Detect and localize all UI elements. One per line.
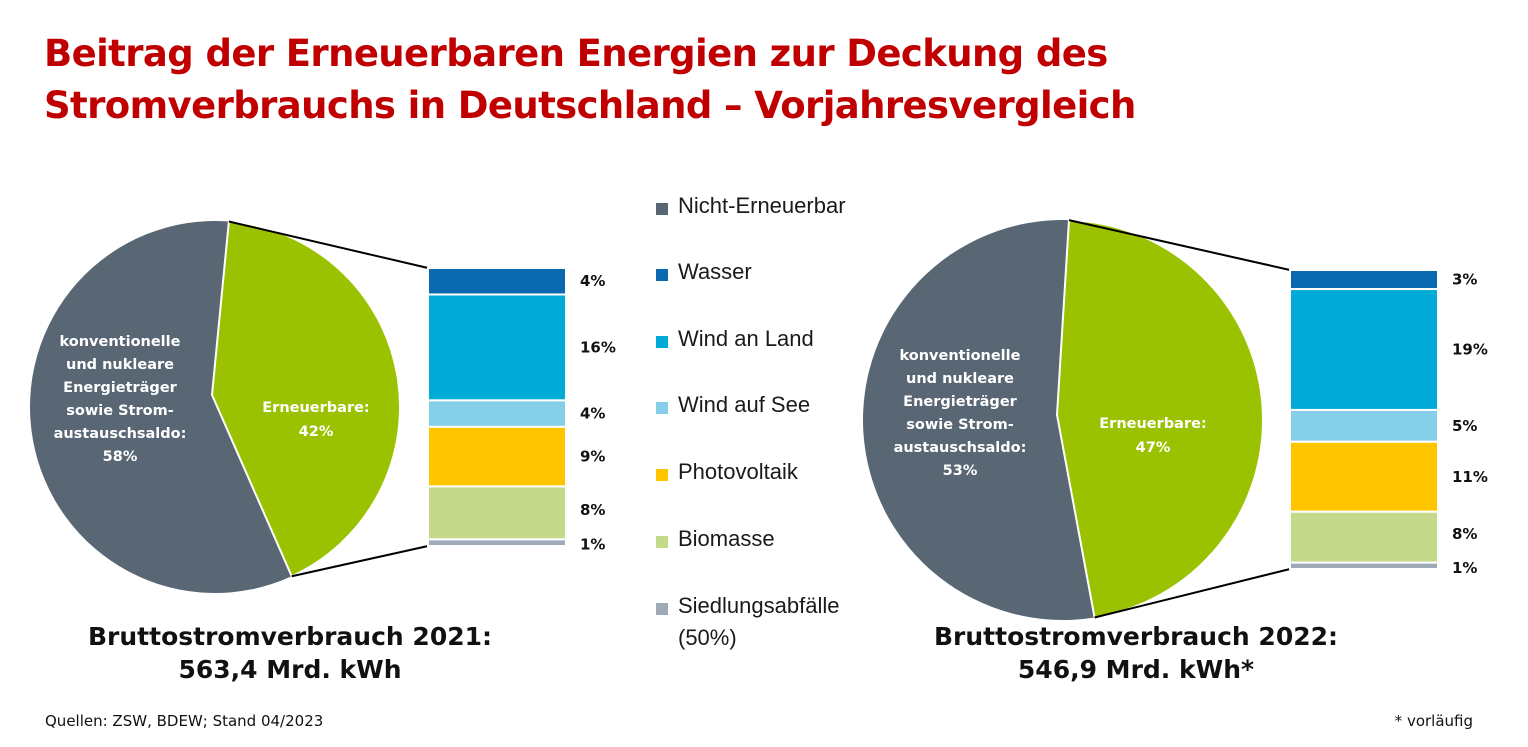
- legend-swatch: [656, 402, 668, 414]
- stacked-bar-segment-photovoltaik-2021: [427, 425, 567, 488]
- legend-label: Biomasse: [678, 526, 775, 551]
- stacked-bar-segment-photovoltaik-2022: [1289, 440, 1439, 513]
- legend-label: Wind auf See: [678, 392, 811, 417]
- pie-label-renewable-2021: Erneuerbare: 42%: [262, 400, 369, 440]
- caption-2021: Bruttostromverbrauch 2021: 563,4 Mrd. kW…: [30, 620, 550, 686]
- legend-label: Photovoltaik: [678, 459, 798, 484]
- pie-label-line: 53%: [943, 463, 978, 479]
- pie-label-conventional-2022: konventionelle und nukleare Energieträger s…: [894, 348, 1027, 479]
- pie-slice-conventional-2022: [863, 220, 1095, 620]
- stacked-bar-segment-wind-auf-see-2022: [1289, 408, 1439, 443]
- stacked-bar-label-2021: 8%: [580, 501, 605, 519]
- pie-label-renewable-2022: Erneuerbare: 47%: [1099, 416, 1206, 456]
- legend-label: Wasser: [678, 259, 752, 284]
- stacked-bar-label-2022: 11%: [1452, 468, 1488, 486]
- stacked-bar-label-2021: 4%: [580, 405, 605, 423]
- connector-line-top-2022: [1068, 219, 1291, 271]
- pie-label-line: konventionelle: [900, 348, 1021, 364]
- caption-2022-line-1: Bruttostromverbrauch 2022:: [933, 622, 1339, 651]
- pie-label-line: austauschsaldo:: [894, 440, 1027, 456]
- legend-swatch: [656, 269, 668, 281]
- connector-line-bottom-2021: [291, 545, 429, 578]
- connector-line-top-2021: [228, 220, 429, 269]
- sources-note: Quellen: ZSW, BDEW; Stand 04/2023: [45, 712, 324, 730]
- legend-swatch: [656, 536, 668, 548]
- pie-label-line: und nukleare: [66, 357, 174, 373]
- caption-2021-line-1: Bruttostromverbrauch 2021:: [87, 622, 493, 651]
- legend-swatch: [656, 603, 668, 615]
- stacked-bar-segment-biomasse-2021: [427, 485, 567, 541]
- pie-label-line: 58%: [103, 449, 138, 465]
- stacked-bar-label-2021: 9%: [580, 448, 605, 466]
- legend-swatch: [656, 469, 668, 481]
- pie-label-line: sowie Strom-: [66, 403, 173, 419]
- pie-label-line: Energieträger: [903, 394, 1017, 410]
- stacked-bar-segment-wasser-2022: [1289, 269, 1439, 291]
- stacked-bar-label-2021: 16%: [580, 338, 616, 356]
- stacked-bar-label-2022: 19%: [1452, 341, 1488, 359]
- connector-line-bottom-2022: [1094, 568, 1291, 619]
- pie-label-line: Erneuerbare:: [1099, 416, 1206, 432]
- stacked-bar-label-2021: 4%: [580, 272, 605, 290]
- stacked-bar-segment-wasser-2021: [427, 267, 567, 296]
- pie-label-line: austauschsaldo:: [54, 426, 187, 442]
- stacked-bar-segment-wind-an-land-2022: [1289, 288, 1439, 411]
- title-line-2: Stromverbrauchs in Deutschland – Vorjahr…: [44, 84, 1136, 127]
- pie-slice-renewable-2021: [210, 220, 401, 578]
- stacked-bar-label-2021: 1%: [580, 536, 605, 554]
- legend-label: Nicht-Erneuerbar: [678, 193, 846, 218]
- stacked-bar-label-2022: 1%: [1452, 559, 1477, 577]
- pie-label-line: konventionelle: [60, 334, 181, 350]
- stacked-bar-label-2022: 3%: [1452, 271, 1477, 289]
- page-title: Beitrag der Erneuerbaren Energien zur De…: [44, 28, 1344, 132]
- stacked-bar-segment-siedlungsabfälle-2021: [427, 538, 567, 548]
- pie-slice-renewable-2022: [1055, 219, 1264, 619]
- preliminary-note: * vorläufig: [1394, 712, 1473, 730]
- legend-label: Wind an Land: [678, 326, 814, 351]
- pie-label-line: Energieträger: [63, 380, 177, 396]
- legend-swatch: [656, 336, 668, 348]
- stacked-bar-segment-wind-auf-see-2021: [427, 399, 567, 428]
- pie-label-line: 47%: [1136, 440, 1171, 456]
- pie-slice-conventional-2021: [30, 220, 292, 594]
- stacked-bar-segment-siedlungsabfälle-2022: [1289, 561, 1439, 571]
- legend-swatch: [656, 203, 668, 215]
- caption-2022-line-2: 546,9 Mrd. kWh*: [1017, 655, 1255, 684]
- pie-label-line: 42%: [299, 424, 334, 440]
- title-line-1: Beitrag der Erneuerbaren Energien zur De…: [44, 32, 1108, 75]
- stacked-bar-segment-biomasse-2022: [1289, 510, 1439, 564]
- stacked-bar-label-2022: 5%: [1452, 417, 1477, 435]
- caption-2022: Bruttostromverbrauch 2022: 546,9 Mrd. kW…: [876, 620, 1396, 686]
- pie-label-line: sowie Strom-: [906, 417, 1013, 433]
- pie-label-conventional-2021: konventionelle und nukleare Energieträger s…: [54, 334, 187, 465]
- stacked-bar-label-2022: 8%: [1452, 525, 1477, 543]
- pie-label-line: und nukleare: [906, 371, 1014, 387]
- legend-label: Siedlungsabfälle (50%): [678, 593, 840, 650]
- caption-2021-line-2: 563,4 Mrd. kWh: [178, 655, 402, 684]
- pie-label-line: Erneuerbare:: [262, 400, 369, 416]
- stacked-bar-segment-wind-an-land-2021: [427, 293, 567, 402]
